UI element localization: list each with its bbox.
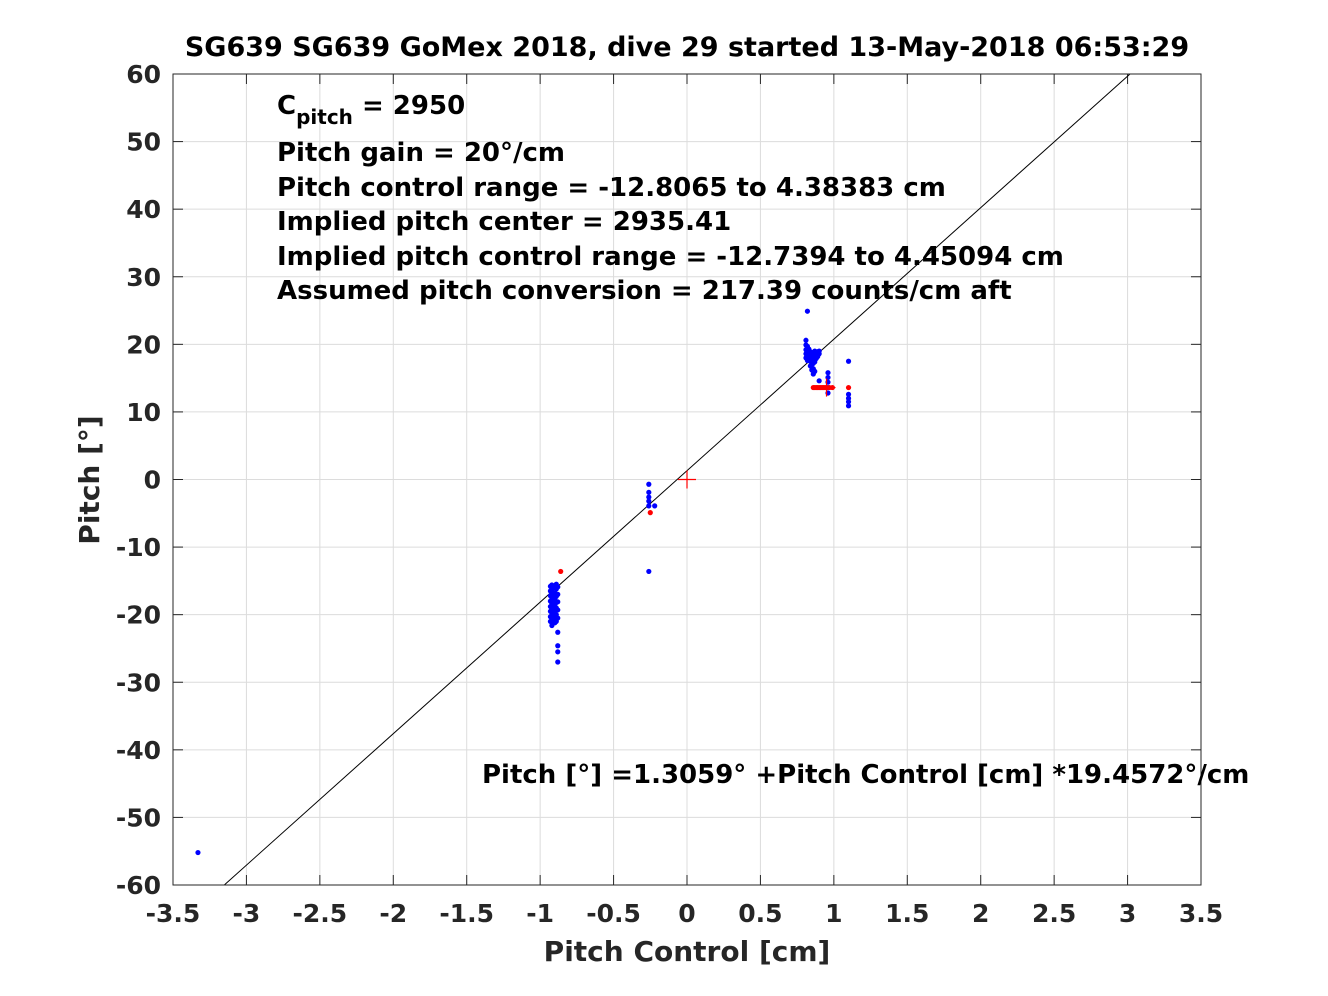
data-point [558,568,564,575]
x-tick-label: 2.5 [1032,899,1076,928]
y-tick-label: 30 [126,263,161,292]
y-axis-label: Pitch [°] [73,415,106,544]
x-tick-label: -1.5 [439,899,494,928]
y-tick-label: -30 [116,668,161,697]
y-tick-label: 0 [144,466,161,495]
x-tick-label: -2.5 [293,899,348,928]
y-tick-label: -60 [116,871,161,900]
data-point [816,378,822,384]
fit-line-group [223,73,1131,886]
data-point [845,403,852,409]
y-tick-label: 60 [126,60,161,89]
data-point [812,368,818,374]
data-point [646,481,652,487]
data-point [555,643,561,649]
x-tick-label: -2 [379,899,407,928]
cpitch-value: = 2950 [353,91,465,121]
y-tick-label: -10 [116,533,161,562]
y-tick-label: -50 [116,803,161,832]
y-tick-label: 20 [126,330,161,359]
data-point [825,370,831,376]
x-tick-label: 3 [1119,899,1136,928]
x-tick-label: -0.5 [586,899,641,928]
chart-title: SG639 SG639 GoMex 2018, dive 29 started … [185,32,1189,63]
pitch-gain-annotation: Pitch gain = 20°/cm [277,138,565,168]
cpitch-annotation: Cpitch = 2950 [277,91,465,129]
fit-equation-annotation: Pitch [°] =1.3059° +Pitch Control [cm] *… [482,760,1249,790]
pitch-conversion-annotation: Assumed pitch conversion = 217.39 counts… [277,276,1012,306]
data-point [555,584,561,590]
x-tick-label: 1 [825,899,842,928]
x-tick-label: -3 [233,899,261,928]
data-point [555,629,561,635]
fit-line [223,73,1131,886]
x-tick-labels: -3.5 -3 -2.5 -2 -1.5 -1 -0.5 0 0.5 1 1.5 2 2.5 3 3.5 [146,899,1223,928]
y-tick-label: 50 [126,128,161,157]
data-point [555,599,561,605]
data-point [845,358,852,364]
data-point [555,591,561,597]
data-point [804,308,811,314]
y-tick-label: 10 [126,398,161,427]
data-point [555,659,561,665]
x-tick-label: -3.5 [146,899,201,928]
data-point [816,348,822,354]
x-tick-label: -1 [526,899,554,928]
data-point [646,494,652,500]
y-tick-label: 40 [126,195,161,224]
data-point [646,489,652,495]
data-point [195,849,201,856]
data-point [652,503,658,509]
center-markers [678,378,836,489]
implied-pitch-center-annotation: Implied pitch center = 2935.41 [277,207,731,237]
data-points [195,308,852,856]
data-point [845,395,852,401]
data-point [647,510,653,516]
plot-area-border [172,73,1202,886]
x-tick-label: 2 [972,899,989,928]
data-point [555,649,561,655]
x-tick-label: 0 [678,899,695,928]
data-point [555,607,561,613]
data-point [803,337,809,343]
data-point [646,568,652,575]
x-tick-label: 1.5 [885,899,929,928]
data-point [646,503,652,509]
cpitch-symbol: C [277,91,296,121]
pitch-control-range-annotation: Pitch control range = -12.8065 to 4.3838… [277,173,946,203]
data-point [646,498,652,504]
data-point [845,391,852,397]
data-point [845,384,852,391]
x-axis-label: Pitch Control [cm] [544,935,831,968]
y-tick-label: -20 [116,601,161,630]
implied-control-range-annotation: Implied pitch control range = -12.7394 t… [277,242,1064,272]
x-tick-label: 3.5 [1179,899,1223,928]
y-tick-labels: -60 -50 -40 -30 -20 -10 0 10 20 30 40 50 60 [116,60,161,900]
y-tick-label: -40 [116,736,161,765]
x-tick-label: 0.5 [738,899,782,928]
axis-ticks [172,73,1202,886]
cpitch-subscript: pitch [296,105,353,129]
data-point [555,615,561,621]
